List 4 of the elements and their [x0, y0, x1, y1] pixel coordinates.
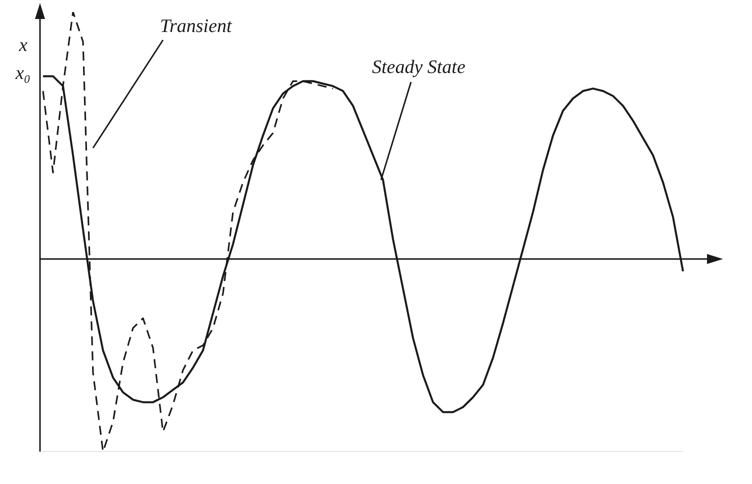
annotation: Steady State: [372, 57, 466, 78]
annotation: Transient: [160, 16, 232, 37]
text: x₀: [16, 63, 31, 84]
y-axis-title: x: [19, 35, 28, 56]
